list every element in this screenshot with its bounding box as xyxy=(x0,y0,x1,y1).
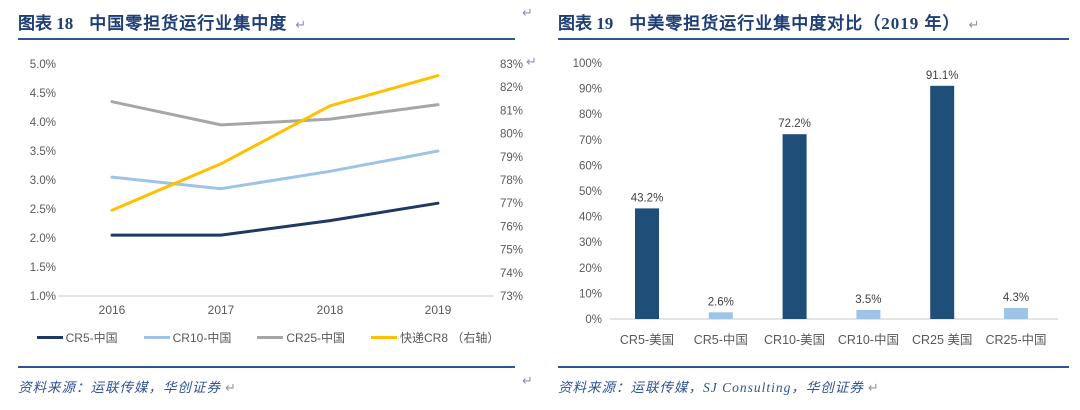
paragraph-return-icon: ↵ xyxy=(522,374,533,389)
bar-CR5-中国 xyxy=(708,312,733,319)
paragraph-return-icon: ↵ xyxy=(295,18,307,33)
left-axis-tick-label: 1.0% xyxy=(30,291,56,303)
legend-swatch xyxy=(36,335,63,339)
y-axis-tick-label: 0% xyxy=(585,314,602,326)
x-axis-label: 2019 xyxy=(425,303,452,317)
line-chart-canvas: 5.0% 4.5% 4.0% 3.5% 3.0% 2.5% 2.0% 1.5% 1.0% 83% 8… xyxy=(18,46,538,322)
left-axis-tick-label: 4.0% xyxy=(30,117,56,129)
left-axis-tick-label: 2.5% xyxy=(30,204,56,216)
figure-19-label: 图表 19 xyxy=(558,14,614,33)
x-axis-category-label: CR10-美国 xyxy=(764,333,825,347)
bar-CR25 美国 xyxy=(930,85,955,319)
figure-18-title: 中国零担货运行业集中度 xyxy=(89,14,288,33)
y-axis-tick-label: 60% xyxy=(579,160,602,172)
legend-item: CR25-中国 xyxy=(257,329,345,346)
legend-item: 快递CR8 （右轴） xyxy=(371,329,499,346)
figure-19-source: 资料来源：运联传媒，SJ Consulting，华创证券 xyxy=(558,380,864,395)
y-axis-tick-label: 40% xyxy=(579,212,602,224)
x-axis-label: 2018 xyxy=(317,303,344,317)
series-line-快递CR8 （右轴） xyxy=(110,74,440,212)
y-axis-tick-label: 80% xyxy=(579,109,602,121)
y-axis-tick-label: 100% xyxy=(573,58,602,70)
right-axis-tick-label: 81% xyxy=(500,105,523,117)
figure-18-label: 图表 18 xyxy=(18,14,74,33)
right-axis-tick-label: 78% xyxy=(500,175,523,187)
bar-value-label: 43.2% xyxy=(631,192,664,204)
legend-swatch xyxy=(371,335,398,339)
legend-item: CR10-中国 xyxy=(143,329,232,346)
x-axis-label: 2017 xyxy=(208,303,235,317)
series-line-CR25-中国 xyxy=(110,100,440,127)
x-axis-category-label: CR5-美国 xyxy=(620,333,674,347)
series-line-CR10-中国 xyxy=(110,149,440,191)
right-axis-tick-label: 83% xyxy=(500,59,523,71)
y-axis-tick-label: 50% xyxy=(579,186,602,198)
bar-value-label: 2.6% xyxy=(708,296,734,308)
figure-19-source-row: 资料来源：运联传媒，SJ Consulting，华创证券 ↵ xyxy=(558,366,1069,397)
figure-18-panel: 图表 18 中国零担货运行业集中度 ↵ ↵ ↵ 5.0% 4.5% 4.0% 3.5% 3.… xyxy=(18,6,537,404)
left-axis-tick-label: 1.5% xyxy=(30,262,56,274)
line-chart-legend: CR5-中国 CR10-中国 CR25-中国 快递CR8 （右轴） xyxy=(18,328,518,346)
y-axis-tick-label: 20% xyxy=(579,263,602,275)
bar-CR5-美国 xyxy=(635,208,659,319)
figure-18-source-row: 资料来源：运联传媒，华创证券 ↵ xyxy=(18,366,515,397)
right-axis-tick-label: 82% xyxy=(500,82,523,94)
right-axis-tick-label: 74% xyxy=(500,268,523,280)
bar-CR10-美国 xyxy=(782,134,807,319)
legend-label: CR5-中国 xyxy=(65,330,118,345)
right-axis-tick-label: 76% xyxy=(500,221,523,233)
left-axis-tick-label: 3.5% xyxy=(30,146,56,158)
left-axis-tick-label: 3.0% xyxy=(30,175,56,187)
left-axis-tick-label: 5.0% xyxy=(30,59,56,71)
paragraph-return-icon: ↵ xyxy=(522,6,533,21)
y-axis-tick-label: 90% xyxy=(579,84,602,96)
x-axis-category-label: CR10-中国 xyxy=(838,332,899,347)
figure-18-header: 图表 18 中国零担货运行业集中度 ↵ xyxy=(18,6,515,40)
bar-value-label: 3.5% xyxy=(855,294,881,306)
y-axis-tick-label: 10% xyxy=(579,288,602,300)
bar-chart-canvas: 100% 90% 80% 70% 60% 50% 40% 30% 20% 10% 0% 43.2% CR… xyxy=(558,46,1070,356)
legend-item: CR5-中国 xyxy=(36,329,118,346)
right-axis-tick-label: 75% xyxy=(500,245,523,257)
bar-value-label: 4.3% xyxy=(1003,292,1029,304)
bar-value-label: 91.1% xyxy=(926,70,959,82)
figure-19-header: 图表 19 中美零担货运行业集中度对比（2019 年） ↵ xyxy=(558,6,1069,40)
left-axis-tick-label: 2.0% xyxy=(30,233,56,245)
right-axis-tick-label: 73% xyxy=(500,291,523,303)
x-axis-category-label: CR5-中国 xyxy=(694,332,748,347)
line-chart: 5.0% 4.5% 4.0% 3.5% 3.0% 2.5% 2.0% 1.5% 1.0% 83% 8… xyxy=(30,59,523,317)
legend-swatch xyxy=(143,335,170,339)
paragraph-return-icon: ↵ xyxy=(968,18,980,33)
figure-19-title: 中美零担货运行业集中度对比（2019 年） xyxy=(629,14,961,33)
figure-19-panel: 图表 19 中美零担货运行业集中度对比（2019 年） ↵ 100% 90% 80% 70… xyxy=(558,6,1069,404)
right-axis-tick-label: 79% xyxy=(500,152,523,164)
paragraph-return-icon: ↵ xyxy=(225,381,236,396)
legend-label: CR10-中国 xyxy=(172,330,232,345)
series-line-CR5-中国 xyxy=(110,201,440,237)
y-axis-tick-label: 30% xyxy=(579,237,602,249)
bar-chart: 100% 90% 80% 70% 60% 50% 40% 30% 20% 10% 0% 43.2% CR… xyxy=(573,58,1058,347)
x-axis-category-label: CR25 美国 xyxy=(912,333,972,347)
left-axis-tick-label: 4.5% xyxy=(30,88,56,100)
figure-18-source: 资料来源：运联传媒，华创证券 xyxy=(18,380,221,395)
paragraph-return-icon: ↵ xyxy=(867,381,879,396)
x-axis-category-label: CR25-中国 xyxy=(985,332,1046,347)
bar-CR10-中国 xyxy=(856,310,881,319)
y-axis-tick-label: 70% xyxy=(579,135,602,147)
right-axis-tick-label: 80% xyxy=(500,129,523,141)
right-axis-tick-label: 77% xyxy=(500,198,523,210)
legend-swatch xyxy=(257,335,284,339)
legend-label: 快递CR8 （右轴） xyxy=(400,330,500,345)
bar-value-label: 72.2% xyxy=(778,118,811,130)
paragraph-return-icon: ↵ xyxy=(526,55,537,70)
bar-CR25-中国 xyxy=(1004,308,1028,319)
legend-label: CR25-中国 xyxy=(286,330,346,345)
x-axis-label: 2016 xyxy=(99,303,126,317)
